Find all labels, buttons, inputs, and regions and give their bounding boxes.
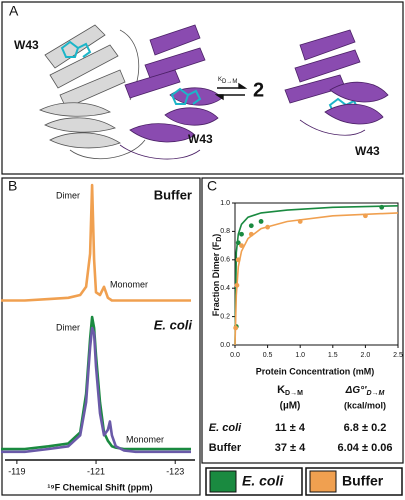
residue-label: W43 — [188, 132, 213, 146]
table-header: KD→M — [277, 384, 303, 397]
data-point — [235, 257, 241, 263]
plot-frame — [234, 202, 399, 346]
x-axis-title: ¹⁹F Chemical Shift (ppm) — [47, 482, 152, 492]
annotation: Dimer — [56, 190, 80, 200]
header-sub: D→M — [285, 390, 303, 397]
panel-label: A — [9, 3, 19, 19]
annotation: Monomer — [126, 434, 164, 444]
k-subscript: D→M — [222, 79, 237, 85]
table-cell: 37 ± 4 — [275, 442, 306, 454]
legend-swatch — [209, 470, 237, 493]
y-title-end: ) — [211, 234, 221, 237]
header-main: K — [277, 384, 285, 396]
fit-curve — [234, 205, 399, 346]
data-point — [363, 213, 368, 219]
data-point — [233, 325, 239, 331]
data-point — [297, 219, 303, 224]
series-label: Buffer — [154, 187, 192, 202]
y-tick-label: 0.4 — [220, 285, 230, 292]
data-point — [234, 282, 240, 288]
residue-label: W43 — [14, 38, 39, 52]
y-tick-label: 0.0 — [220, 342, 230, 349]
y-axis-title: Fraction Dimer (FD) — [211, 234, 222, 317]
data-point — [248, 223, 254, 229]
purple-protomer — [119, 24, 223, 160]
table-header: ΔG°'D→M — [345, 385, 385, 397]
data-point — [265, 224, 270, 230]
table-cell: 6.8 ± 0.2 — [344, 422, 387, 434]
y-title-sub: D — [216, 237, 223, 242]
annotation: Monomer — [110, 279, 148, 289]
header-unit: (kcal/mol) — [344, 400, 386, 410]
header-main: ΔG°' — [345, 385, 367, 396]
legend-label: Buffer — [342, 473, 384, 489]
data-point — [239, 243, 244, 249]
table-cell: 11 ± 4 — [275, 422, 306, 434]
x-tick-label: -119 — [8, 466, 25, 476]
row-label: E. coli — [209, 422, 242, 434]
panel-label: B — [8, 178, 17, 194]
table-cell: 6.04 ± 0.06 — [338, 442, 393, 454]
x-tick-label: 1.5 — [328, 352, 338, 359]
data-point — [258, 219, 264, 224]
legend-swatch — [309, 470, 337, 493]
fit-curve — [234, 212, 399, 346]
data-point — [235, 240, 241, 246]
stoichiometry: 2 — [253, 79, 264, 101]
panel-a-frame — [1, 1, 404, 175]
y-tick-label: 0.6 — [220, 257, 230, 264]
y-tick-label: 0.2 — [220, 313, 230, 320]
data-point — [239, 231, 244, 237]
y-tick-label: 0.8 — [220, 228, 230, 235]
row-label: Buffer — [209, 442, 242, 454]
x-tick-label: 2.5 — [393, 352, 403, 359]
x-tick-label: -121 — [87, 466, 105, 476]
legend-label: E. coli — [242, 473, 284, 489]
header-unit: (µM) — [280, 401, 301, 412]
k-symbol: K — [218, 77, 222, 83]
data-point — [248, 231, 254, 237]
panel-b-frame — [1, 177, 201, 496]
spectrum — [1, 315, 191, 451]
residue-label: W43 — [355, 144, 380, 158]
x-tick-label: 0.5 — [263, 352, 273, 359]
x-tick-label: -123 — [166, 466, 184, 476]
spectrum — [1, 183, 191, 302]
annotation: Dimer — [56, 322, 80, 332]
rate-constant: KD→M — [218, 77, 237, 85]
y-tick-label: 1.0 — [220, 200, 230, 207]
gray-protomer — [39, 24, 146, 160]
monomer — [284, 29, 389, 136]
x-tick-label: 2.0 — [361, 352, 371, 359]
spectrum — [1, 326, 191, 454]
x-axis-title: Protein Concentration (mM) — [256, 366, 375, 376]
panel-c-frame — [201, 177, 404, 464]
x-tick-label: 0.0 — [230, 352, 240, 359]
header-sub: D→M — [366, 390, 384, 397]
series-label: E. coli — [154, 317, 193, 332]
y-title-main: Fraction Dimer (F — [211, 241, 221, 316]
x-tick-label: 1.0 — [295, 352, 305, 359]
data-point — [379, 204, 385, 210]
equilibrium-arrows — [214, 82, 248, 101]
panel-label: C — [207, 178, 217, 194]
